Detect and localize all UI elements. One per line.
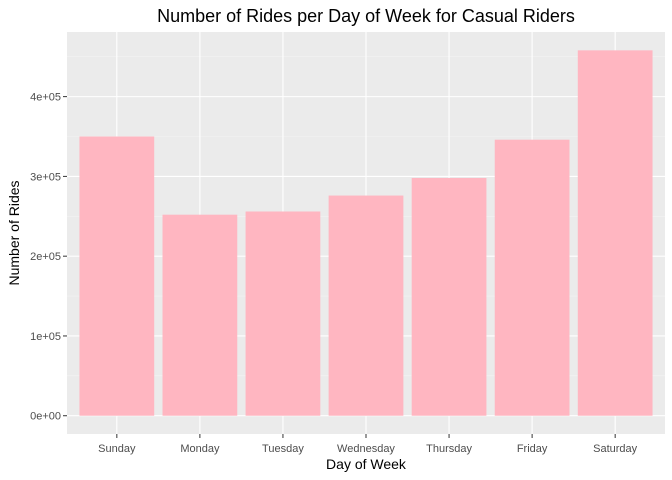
y-tick-label: 0e+00 [30,411,61,423]
y-tick-label: 1e+05 [30,331,61,343]
x-tick-label: Monday [180,443,220,455]
x-tick-label: Thursday [426,443,472,455]
x-tick-label: Sunday [98,443,136,455]
bar-sunday [79,136,155,416]
chart-title: Number of Rides per Day of Week for Casu… [157,6,575,26]
x-tick-label: Wednesday [337,443,395,455]
bar-thursday [411,177,487,416]
bar-tuesday [245,211,321,416]
bar-wednesday [328,195,404,416]
y-tick-label: 4e+05 [30,92,61,104]
y-tick-label: 2e+05 [30,251,61,263]
bar-saturday [577,50,653,416]
bar-monday [162,214,238,416]
bars [79,50,653,416]
bar-friday [494,139,570,416]
y-axis: 0e+00 1e+05 2e+05 3e+05 4e+05 [30,92,67,423]
x-axis-title: Day of Week [326,456,407,472]
x-axis: Sunday Monday Tuesday Wednesday Thursday Frid… [98,434,638,455]
x-tick-label: Saturday [593,443,638,455]
y-axis-title: Number of Rides [6,180,22,285]
y-tick-label: 3e+05 [30,171,61,183]
x-tick-label: Friday [517,443,548,455]
x-tick-label: Tuesday [262,443,304,455]
